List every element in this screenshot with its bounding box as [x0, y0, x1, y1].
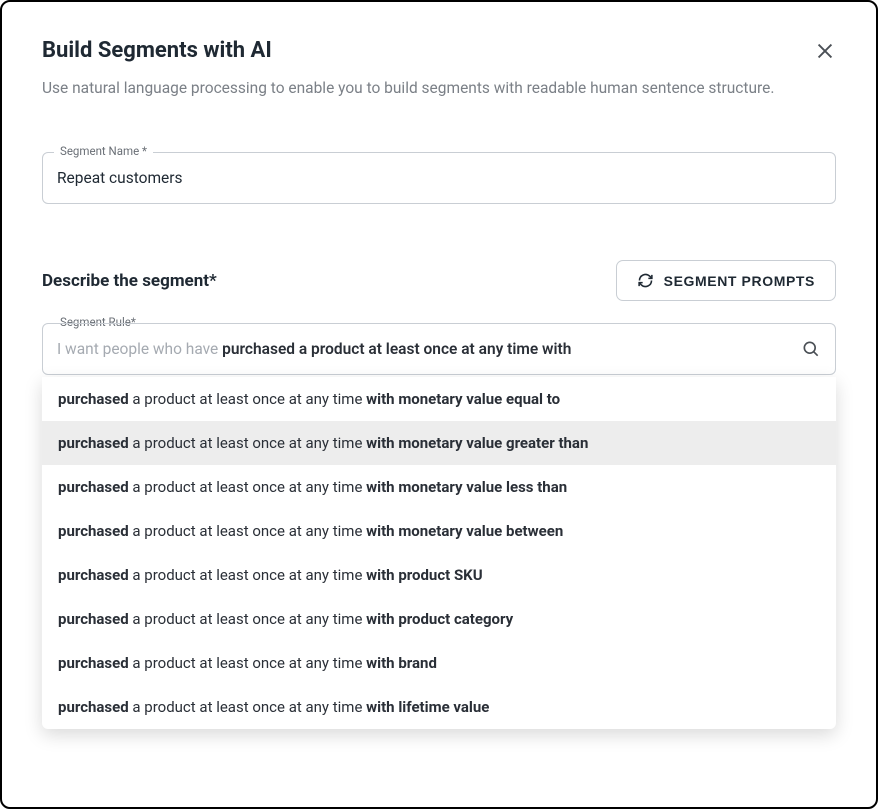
- describe-row: Describe the segment* SEGMENT PROMPTS: [42, 260, 836, 301]
- suggestion-tail: with monetary value between: [366, 522, 563, 540]
- suggestion-item[interactable]: purchased a product at least once at any…: [42, 465, 836, 509]
- suggestion-mid: a product at least once at any time: [129, 654, 366, 672]
- suggestion-mid: a product at least once at any time: [129, 390, 366, 408]
- describe-segment-label: Describe the segment*: [42, 271, 217, 291]
- suggestion-mid: a product at least once at any time: [129, 434, 366, 452]
- rule-prefix-text: I want people who have: [57, 340, 222, 358]
- suggestion-mid: a product at least once at any time: [129, 566, 366, 584]
- suggestion-item[interactable]: purchased a product at least once at any…: [42, 597, 836, 641]
- suggestion-lead: purchased: [58, 434, 129, 452]
- suggestion-tail: with brand: [366, 654, 437, 672]
- suggestion-lead: purchased: [58, 566, 129, 584]
- suggestion-tail: with lifetime value: [366, 698, 489, 716]
- refresh-icon: [637, 272, 654, 289]
- suggestion-item[interactable]: purchased a product at least once at any…: [42, 553, 836, 597]
- segment-name-field: Segment Name *: [42, 152, 836, 204]
- suggestion-item[interactable]: purchased a product at least once at any…: [42, 509, 836, 553]
- suggestion-item[interactable]: purchased a product at least once at any…: [42, 377, 836, 421]
- segments-modal: Build Segments with AI Use natural langu…: [0, 0, 878, 809]
- segment-rule-input[interactable]: I want people who have purchased a produ…: [42, 323, 836, 375]
- suggestions-dropdown: purchased a product at least once at any…: [42, 377, 836, 729]
- suggestion-lead: purchased: [58, 654, 129, 672]
- suggestion-lead: purchased: [58, 698, 129, 716]
- suggestion-tail: with product category: [366, 610, 513, 628]
- segment-prompts-label: SEGMENT PROMPTS: [664, 273, 815, 289]
- suggestion-lead: purchased: [58, 478, 129, 496]
- suggestion-item[interactable]: purchased a product at least once at any…: [42, 641, 836, 685]
- suggestion-item[interactable]: purchased a product at least once at any…: [42, 421, 836, 465]
- modal-header: Build Segments with AI: [42, 38, 836, 63]
- suggestion-tail: with monetary value less than: [366, 478, 567, 496]
- modal-title: Build Segments with AI: [42, 38, 272, 63]
- suggestion-lead: purchased: [58, 522, 129, 540]
- segment-rule-field: Segment Rule* I want people who have pur…: [42, 323, 836, 375]
- segment-prompts-button[interactable]: SEGMENT PROMPTS: [616, 260, 836, 301]
- segment-name-input[interactable]: [42, 152, 836, 204]
- search-icon[interactable]: [801, 339, 821, 359]
- suggestion-lead: purchased: [58, 610, 129, 628]
- suggestion-mid: a product at least once at any time: [129, 478, 366, 496]
- suggestion-tail: with monetary value greater than: [366, 434, 588, 452]
- suggestion-mid: a product at least once at any time: [129, 698, 366, 716]
- close-icon[interactable]: [814, 40, 836, 62]
- rule-typed-text: purchased a product at least once at any…: [222, 340, 571, 358]
- suggestion-tail: with monetary value equal to: [366, 390, 560, 408]
- suggestion-tail: with product SKU: [366, 566, 483, 584]
- suggestion-mid: a product at least once at any time: [129, 522, 366, 540]
- suggestion-item[interactable]: purchased a product at least once at any…: [42, 685, 836, 729]
- modal-subtitle: Use natural language processing to enabl…: [42, 77, 792, 100]
- segment-name-label: Segment Name *: [54, 144, 153, 158]
- suggestion-lead: purchased: [58, 390, 129, 408]
- suggestion-mid: a product at least once at any time: [129, 610, 366, 628]
